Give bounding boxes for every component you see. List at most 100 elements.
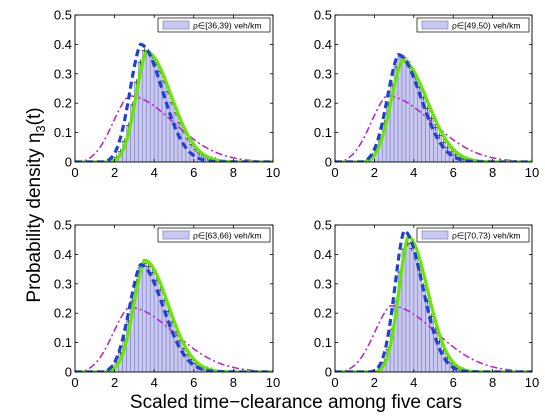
axes-frame xyxy=(74,14,274,163)
x-tick-label: 2 xyxy=(371,375,378,390)
plot-content xyxy=(335,229,532,372)
axes-frame xyxy=(334,224,533,373)
histogram-bar xyxy=(437,341,442,372)
x-tick-label: 4 xyxy=(151,165,158,180)
y-tick-label: 0.5 xyxy=(54,218,72,233)
y-tick-label: 0 xyxy=(65,365,72,380)
x-tick-label: 0 xyxy=(71,165,78,180)
histogram-bar xyxy=(173,112,179,162)
legend-swatch xyxy=(421,230,449,240)
y-tick-label: 0.1 xyxy=(314,335,332,350)
legend-swatch xyxy=(162,230,190,240)
x-tick-label: 8 xyxy=(230,165,237,180)
legend-swatch xyxy=(421,20,449,30)
y-tick-label: 0.4 xyxy=(314,37,332,52)
x-tick-label: 4 xyxy=(151,375,158,390)
legend-swatch xyxy=(162,20,190,30)
y-tick-label: 0.3 xyxy=(314,276,332,291)
y-tick-label: 0 xyxy=(325,155,332,170)
y-tick-label: 0.1 xyxy=(314,125,332,140)
x-tick-label: 10 xyxy=(525,165,539,180)
plot-content xyxy=(75,42,273,162)
legend-label: ρ∈[36,39) veh/km xyxy=(193,21,261,31)
ylabel-suffix: (t) xyxy=(24,107,45,125)
x-tick-label: 6 xyxy=(190,375,197,390)
figure-xlabel: Scaled time−clearance among five cars xyxy=(130,392,462,413)
y-tick-label: 0.4 xyxy=(54,37,72,52)
magenta-dashdot-curve xyxy=(335,95,532,162)
y-tick-label: 0.3 xyxy=(54,276,72,291)
x-tick-label: 0 xyxy=(331,165,338,180)
blue-dashed-curve xyxy=(75,42,273,162)
histogram-bar xyxy=(153,62,159,162)
y-tick-label: 0.5 xyxy=(314,218,332,233)
error-bar xyxy=(145,263,151,270)
x-tick-label: 0 xyxy=(331,375,338,390)
legend: ρ∈[36,39) veh/km xyxy=(157,17,271,33)
figure-ylabel: Probability density η3(t) xyxy=(24,107,48,302)
legend-label: ρ∈[49,50) veh/km xyxy=(452,21,520,31)
legend-label: ρ∈[70,73) veh/km xyxy=(452,231,520,241)
x-tick-label: 6 xyxy=(190,165,197,180)
ylabel-subscript: 3 xyxy=(33,125,48,132)
x-tick-label: 6 xyxy=(450,375,457,390)
legend: ρ∈[70,73) veh/km xyxy=(416,227,530,243)
ylabel-main: Probability density η xyxy=(24,133,45,303)
histogram-bar xyxy=(185,137,191,162)
chart-panel-3: 0 2 4 6 8 10 0 0.1 0.2 0.3 0.4 0.5 ρ∈[63,66) veh/km xyxy=(54,218,280,391)
x-tick-label: 2 xyxy=(111,165,118,180)
legend: ρ∈[49,50) veh/km xyxy=(416,17,530,33)
histogram-bar xyxy=(413,76,419,162)
y-tick-label: 0.1 xyxy=(54,125,72,140)
legend-label: ρ∈[63,66) veh/km xyxy=(193,231,261,241)
y-tick-label: 0.2 xyxy=(54,96,72,111)
y-tick-label: 0.2 xyxy=(314,96,332,111)
y-tick-label: 0 xyxy=(65,155,72,170)
histogram-bar xyxy=(401,57,407,162)
error-bar xyxy=(440,139,446,146)
chart-panel-1: 0 2 4 6 8 10 0 0.1 0.2 0.3 0.4 0.5 ρ∈[36,39) veh/km xyxy=(54,8,280,181)
histogram-bar xyxy=(145,51,151,162)
x-tick-label: 8 xyxy=(489,165,496,180)
x-tick-label: 10 xyxy=(266,165,280,180)
histogram-bar xyxy=(409,68,415,162)
y-tick-label: 0.2 xyxy=(54,306,72,321)
x-tick-label: 0 xyxy=(71,375,78,390)
histogram-bar xyxy=(169,102,175,162)
histogram-bar xyxy=(142,263,147,372)
y-tick-label: 0.5 xyxy=(54,8,72,23)
axes-frame xyxy=(74,224,274,373)
histogram-bar xyxy=(149,55,155,162)
chart-panel-4: 0 2 4 6 8 10 0 0.1 0.2 0.3 0.4 0.5 ρ∈[70,73) veh/km xyxy=(314,218,539,391)
x-tick-label: 8 xyxy=(489,375,496,390)
histogram-bar xyxy=(429,316,434,372)
histogram-bar xyxy=(409,248,415,372)
y-tick-label: 0.3 xyxy=(54,66,72,81)
y-tick-label: 0.4 xyxy=(54,247,72,262)
x-tick-label: 4 xyxy=(410,375,417,390)
histogram-bar xyxy=(173,331,179,372)
green-curve xyxy=(335,235,532,372)
x-tick-label: 6 xyxy=(450,165,457,180)
y-tick-label: 0.4 xyxy=(314,247,332,262)
y-tick-label: 0 xyxy=(325,365,332,380)
histogram-bar xyxy=(149,271,155,372)
histogram-bar xyxy=(437,135,442,162)
x-tick-label: 2 xyxy=(371,165,378,180)
y-tick-label: 0.1 xyxy=(54,335,72,350)
histogram-bar xyxy=(405,242,411,372)
x-tick-label: 10 xyxy=(525,375,539,390)
histogram-bar xyxy=(413,257,419,372)
error-bar xyxy=(444,144,450,151)
x-tick-label: 4 xyxy=(410,165,417,180)
histogram-bar xyxy=(433,329,438,372)
x-tick-label: 8 xyxy=(230,375,237,390)
axes-frame xyxy=(334,14,533,163)
histogram-bar xyxy=(145,266,151,372)
x-tick-label: 10 xyxy=(266,375,280,390)
y-tick-label: 0.3 xyxy=(314,66,332,81)
histogram-bar xyxy=(405,61,411,162)
x-tick-label: 2 xyxy=(111,375,118,390)
